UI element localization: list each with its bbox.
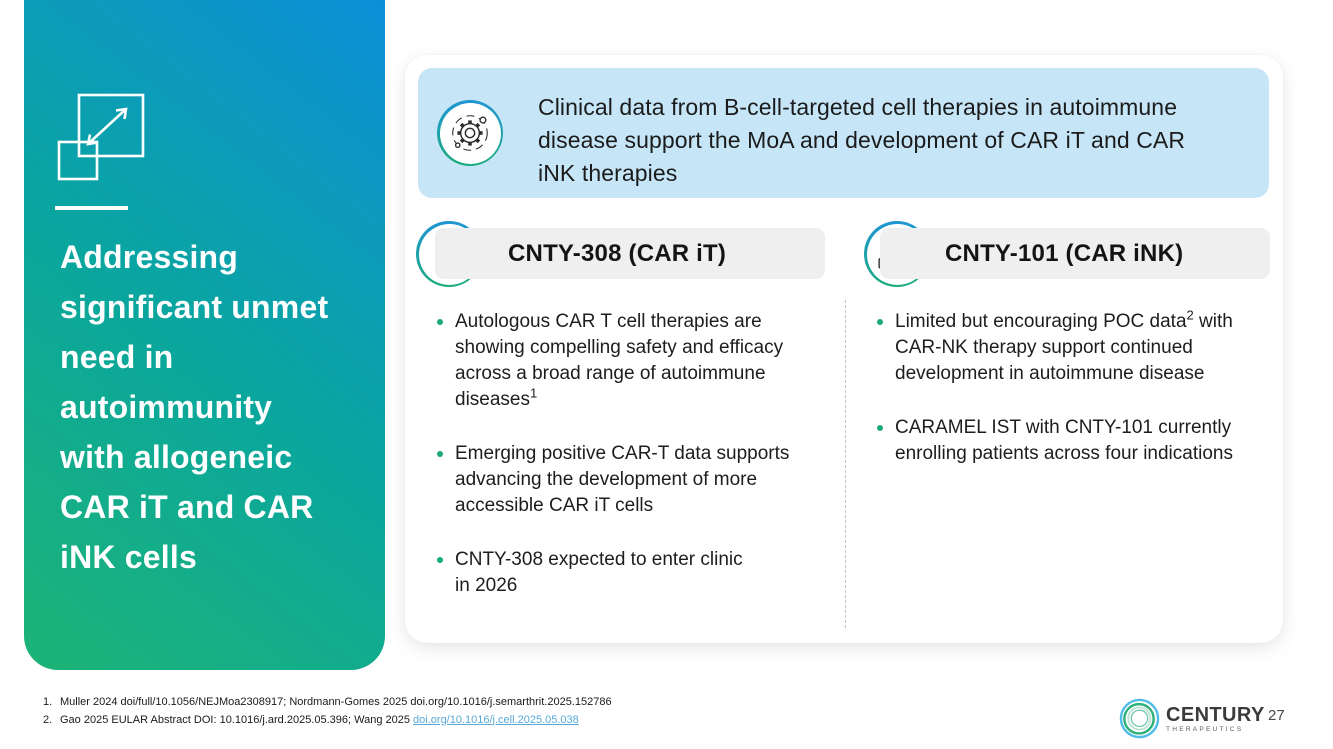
footnote-line: 1. Muller 2024 doi/full/10.1056/NEJMoa230…	[43, 694, 612, 712]
expand-squares-icon	[57, 93, 145, 181]
footnote-link[interactable]: doi.org/10.1016/j.cell.2025.05.038	[413, 713, 579, 726]
content-card: Clinical data from B-cell-targeted cell …	[405, 55, 1283, 643]
bullet-text: CARAMEL IST with CNTY-101 currently enro…	[895, 417, 1233, 464]
century-logo-text: CENTURY THERAPEUTICS	[1166, 705, 1265, 733]
bullet-text: CNTY-308 expected to enter clinic in 202…	[455, 549, 743, 596]
sidebar-panel: Addressing significant unmet need in aut…	[24, 0, 385, 670]
footnote-line: 2. Gao 2025 EULAR Abstract DOI: 10.1016/j…	[43, 712, 612, 730]
slide-title: Addressing significant unmet need in aut…	[60, 239, 329, 575]
footnote-number: 2.	[43, 713, 53, 726]
bullet-text: Limited but encouraging POC data2 with C…	[895, 307, 1233, 384]
bullet-dot	[437, 451, 443, 457]
century-logo: CENTURY THERAPEUTICS	[1118, 697, 1265, 740]
footnote-text: Muller 2024 doi/full/10.1056/NEJMoa23089…	[60, 696, 612, 708]
column-title-cnty-308: CNTY-308 (CAR iT)	[435, 228, 825, 279]
bullet-item: CARAMEL IST with CNTY-101 currently enro…	[877, 415, 1257, 467]
bullet-item: Limited but encouraging POC data2 with C…	[877, 307, 1257, 387]
bullet-item: Autologous CAR T cell therapies are show…	[437, 309, 813, 413]
bullet-item: Emerging positive CAR-T data supports ad…	[437, 441, 813, 519]
logo-name: CENTURY	[1166, 703, 1265, 726]
bullet-dot	[877, 425, 883, 431]
divider-line	[55, 206, 128, 210]
mechanism-gear-icon	[452, 115, 488, 151]
bullet-dot	[437, 557, 443, 563]
column-title-text: CNTY-308 (CAR iT)	[508, 239, 727, 267]
banner-text: Clinical data from B-cell-targeted cell …	[538, 94, 1186, 186]
key-message-banner: Clinical data from B-cell-targeted cell …	[418, 68, 1269, 198]
bullet-list-cnty-308: Autologous CAR T cell therapies are show…	[437, 309, 813, 627]
column-title-cnty-101: CNTY-101 (CAR iNK)	[880, 228, 1270, 279]
bullet-text: Autologous CAR T cell therapies are show…	[455, 311, 784, 410]
column-title-text: CNTY-101 (CAR iNK)	[945, 239, 1184, 267]
logo-subtitle: THERAPEUTICS	[1166, 725, 1244, 733]
footnote-number: 1.	[43, 696, 53, 708]
page-number: 27	[1268, 707, 1285, 724]
footnote-text: Gao 2025 EULAR Abstract DOI: 10.1016/j.a…	[60, 713, 414, 726]
column-divider	[845, 300, 846, 628]
bullet-list-cnty-101: Limited but encouraging POC data2 with C…	[877, 307, 1257, 495]
bullet-item: CNTY-308 expected to enter clinic in 202…	[437, 547, 813, 599]
footnotes: 1. Muller 2024 doi/full/10.1056/NEJMoa230…	[43, 694, 612, 729]
bullet-dot	[877, 319, 883, 325]
bullet-dot	[437, 319, 443, 325]
mechanism-badge	[437, 100, 503, 166]
century-logo-rings-icon	[1119, 698, 1160, 739]
bullet-text: Emerging positive CAR-T data supports ad…	[455, 443, 790, 516]
